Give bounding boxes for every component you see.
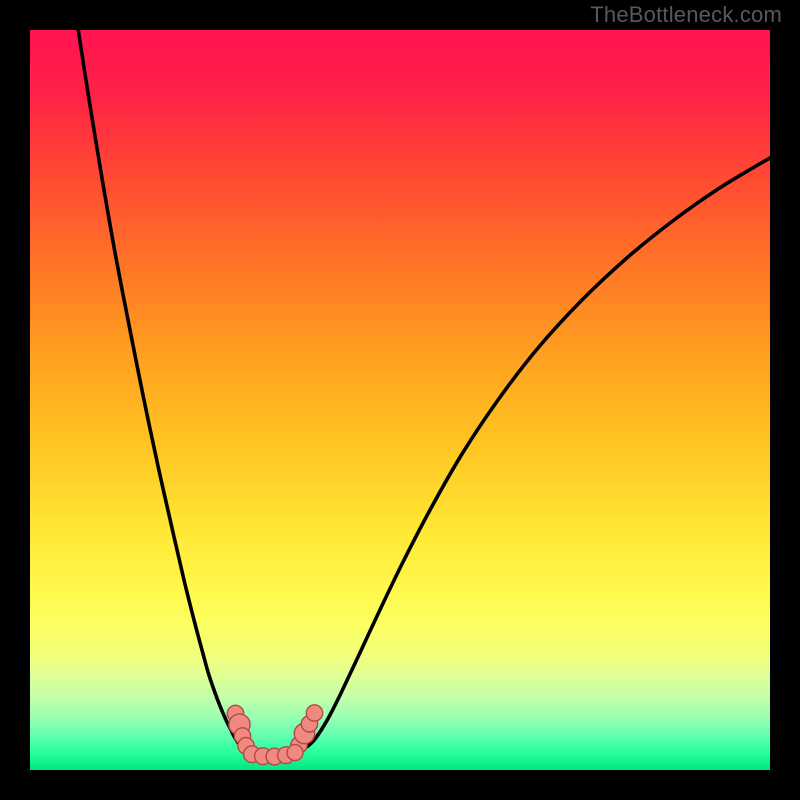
plot-area — [30, 30, 770, 770]
data-marker — [306, 705, 322, 721]
curve-layer — [30, 30, 770, 770]
bottleneck-curve — [78, 30, 770, 756]
data-marker — [287, 745, 303, 761]
watermark-text: TheBottleneck.com — [590, 2, 782, 28]
root-canvas: TheBottleneck.com — [0, 0, 800, 800]
marker-cluster-bottom — [244, 745, 303, 765]
